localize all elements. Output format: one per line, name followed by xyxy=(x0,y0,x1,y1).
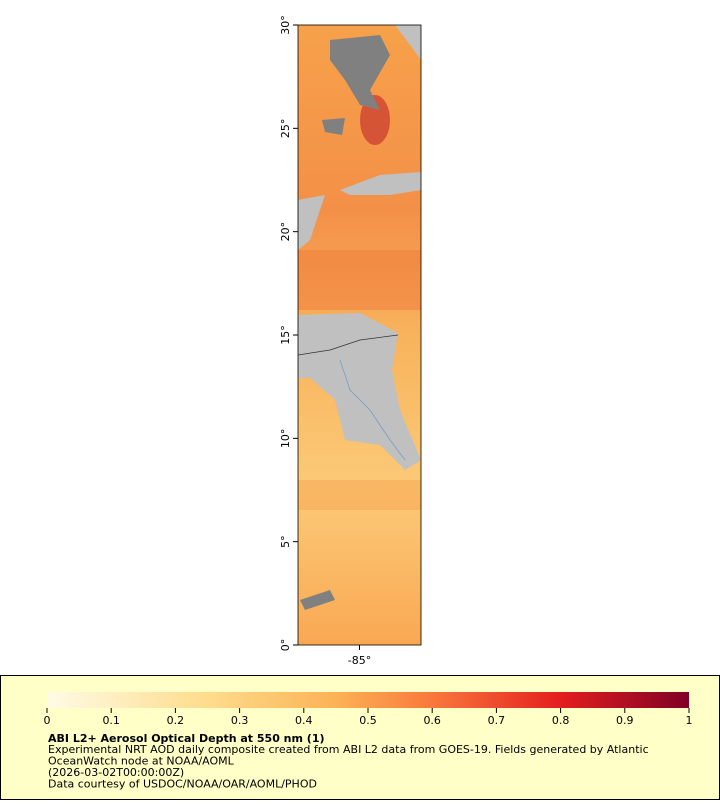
colorbar-tick-label: 0.6 xyxy=(423,714,441,727)
colorbar-tick-label: 0 xyxy=(44,714,51,727)
colorbar-tick-label: 0.7 xyxy=(488,714,506,727)
title: ABI L2+ Aerosol Optical Depth at 550 nm … xyxy=(48,732,325,745)
note: (2026-03-02T00:00:00Z) xyxy=(48,766,184,779)
y-tick-label: 5° xyxy=(279,535,292,548)
colorbar-tick-label: 0.9 xyxy=(616,714,634,727)
y-tick-label: 25° xyxy=(279,119,292,139)
map-image xyxy=(298,25,421,645)
note: Experimental NRT AOD daily composite cre… xyxy=(48,743,649,756)
colorbar-tick-label: 0.5 xyxy=(359,714,377,727)
note: OceanWatch node at NOAA/AOML xyxy=(48,755,235,768)
colorbar-tick-label: 0.1 xyxy=(102,714,120,727)
colorbar-tick-label: 0.8 xyxy=(552,714,570,727)
colorbar xyxy=(47,692,689,708)
y-tick-label: 0° xyxy=(279,639,292,652)
y-tick-label: 20° xyxy=(279,222,292,242)
note: Data courtesy of USDOC/NOAA/OAR/AOML/PHO… xyxy=(48,778,317,791)
colorbar-tick-label: 0.4 xyxy=(295,714,313,727)
y-tick-label: 30° xyxy=(279,15,292,35)
colorbar-tick-label: 0.2 xyxy=(167,714,185,727)
y-tick-label: 10° xyxy=(279,429,292,449)
y-tick-label: 15° xyxy=(279,325,292,345)
colorbar-tick-label: 1 xyxy=(686,714,693,727)
colorbar-tick-label: 0.3 xyxy=(231,714,249,727)
x-tick-label: -85° xyxy=(348,654,371,667)
